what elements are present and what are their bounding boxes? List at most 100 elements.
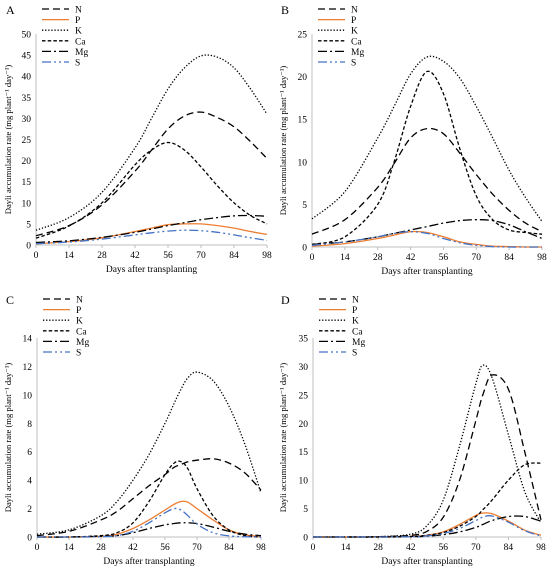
y-tick-label: 50 — [22, 31, 32, 41]
x-axis-label: Days after transplanting — [381, 556, 473, 567]
legend-label-mg: Mg — [351, 48, 364, 58]
x-tick-label: 98 — [256, 543, 266, 553]
legend-label-s: S — [351, 59, 356, 69]
y-tick-label: 25 — [298, 31, 308, 41]
series-line-n — [35, 111, 268, 237]
series-line-s — [313, 515, 542, 538]
y-tick-label: 25 — [299, 391, 309, 401]
legend-label-p: P — [351, 16, 356, 26]
legend-label-n: N — [351, 6, 358, 16]
x-tick-label: 42 — [128, 543, 138, 553]
legend-label-ca: Ca — [352, 327, 363, 337]
panel-label: C — [6, 293, 14, 307]
y-tick-label: 0 — [27, 534, 32, 544]
x-tick-label: 84 — [504, 253, 514, 263]
x-tick-label: 84 — [224, 543, 234, 553]
x-tick-label: 56 — [163, 251, 173, 261]
y-tick-label: 35 — [22, 94, 32, 104]
legend-label-ca: Ca — [351, 37, 362, 47]
y-axis-label: Dayli accumulation rate (mg plant⁻¹ day⁻… — [3, 65, 13, 215]
chart-panel-C: C 0 2 4 6 8 10 12 14 0 14 28 42 56 70 84 98 Days after tr… — [3, 293, 266, 567]
y-tick-label: 10 — [299, 477, 309, 487]
x-tick-label: 14 — [340, 253, 350, 263]
y-axis-label: Dayli accumulation rate (mg plant⁻¹ day⁻… — [3, 363, 13, 513]
x-tick-label: 28 — [96, 543, 106, 553]
series-line-n — [311, 127, 543, 235]
x-tick-label: 98 — [262, 251, 272, 261]
legend-label-s: S — [76, 349, 81, 359]
legend-label-k: K — [75, 27, 82, 37]
y-tick-label: 8 — [27, 420, 32, 430]
series-line-s — [311, 231, 542, 248]
x-tick-label: 70 — [472, 253, 482, 263]
x-tick-label: 42 — [406, 543, 416, 553]
y-tick-label: 10 — [22, 199, 32, 209]
y-tick-label: 30 — [299, 363, 309, 373]
x-tick-label: 14 — [64, 251, 74, 261]
series-line-s — [37, 507, 262, 538]
y-tick-label: 12 — [23, 363, 33, 373]
panel-label: A — [6, 3, 15, 17]
y-tick-label: 14 — [23, 335, 33, 345]
series-line-mg — [313, 515, 542, 538]
y-tick-label: 30 — [22, 115, 32, 125]
chart-panel-B: B 0 5 10 15 20 25 0 14 28 42 56 70 84 98 Days after tra… — [278, 3, 547, 277]
x-tick-label: 70 — [471, 543, 481, 553]
chart-panel-A: A 0 5 10 15 20 25 30 35 40 45 50 0 14 28 42 56 70 84 98 Days… — [3, 3, 272, 275]
y-tick-label: 0 — [302, 244, 307, 254]
x-tick-label: 14 — [64, 543, 74, 553]
y-tick-label: 35 — [299, 335, 309, 345]
x-tick-label: 84 — [504, 543, 514, 553]
y-tick-label: 20 — [298, 73, 308, 83]
x-axis-label: Days after transplanting — [103, 556, 195, 567]
x-tick-label: 0 — [310, 253, 315, 263]
legend-label-k: K — [352, 317, 359, 327]
series-line-ca — [35, 141, 268, 239]
x-tick-label: 98 — [536, 543, 546, 553]
x-tick-label: 56 — [160, 543, 170, 553]
x-tick-label: 56 — [439, 253, 449, 263]
legend-label-n: N — [76, 296, 83, 306]
x-tick-label: 28 — [373, 253, 383, 263]
x-tick-label: 0 — [311, 543, 316, 553]
series-line-n — [313, 374, 542, 538]
y-axis-label: Dayli accumulation rate (mg plant⁻¹ day⁻… — [278, 66, 288, 216]
x-tick-label: 42 — [406, 253, 416, 263]
x-tick-label: 28 — [97, 251, 107, 261]
legend-label-ca: Ca — [76, 327, 87, 337]
series-line-k — [36, 371, 262, 535]
y-tick-label: 0 — [26, 242, 31, 252]
y-tick-label: 2 — [27, 505, 32, 515]
series-line-s — [35, 229, 268, 245]
legend-label-s: S — [352, 349, 357, 359]
x-tick-label: 14 — [341, 543, 351, 553]
series-line-p — [36, 500, 262, 538]
legend-label-p: P — [76, 306, 81, 316]
y-tick-label: 20 — [299, 420, 309, 430]
y-tick-label: 15 — [299, 448, 309, 458]
y-tick-label: 20 — [22, 157, 32, 167]
y-tick-label: 5 — [26, 220, 31, 230]
series-line-ca — [313, 462, 542, 538]
x-axis-label: Days after transplanting — [381, 266, 473, 277]
series-line-mg — [311, 219, 543, 246]
x-tick-label: 28 — [373, 543, 383, 553]
y-tick-label: 45 — [22, 52, 32, 62]
y-tick-label: 10 — [23, 391, 33, 401]
series-line-n — [36, 458, 262, 537]
legend-label-k: K — [76, 317, 83, 327]
y-tick-label: 6 — [27, 448, 32, 458]
legend-label-k: K — [351, 27, 358, 37]
legend-label-n: N — [75, 6, 82, 16]
series-line-p — [313, 512, 542, 538]
x-tick-label: 70 — [196, 251, 206, 261]
y-tick-label: 0 — [303, 534, 308, 544]
x-tick-label: 0 — [35, 543, 40, 553]
legend-label-mg: Mg — [76, 338, 89, 348]
y-tick-label: 4 — [27, 477, 32, 487]
x-tick-label: 42 — [130, 251, 140, 261]
